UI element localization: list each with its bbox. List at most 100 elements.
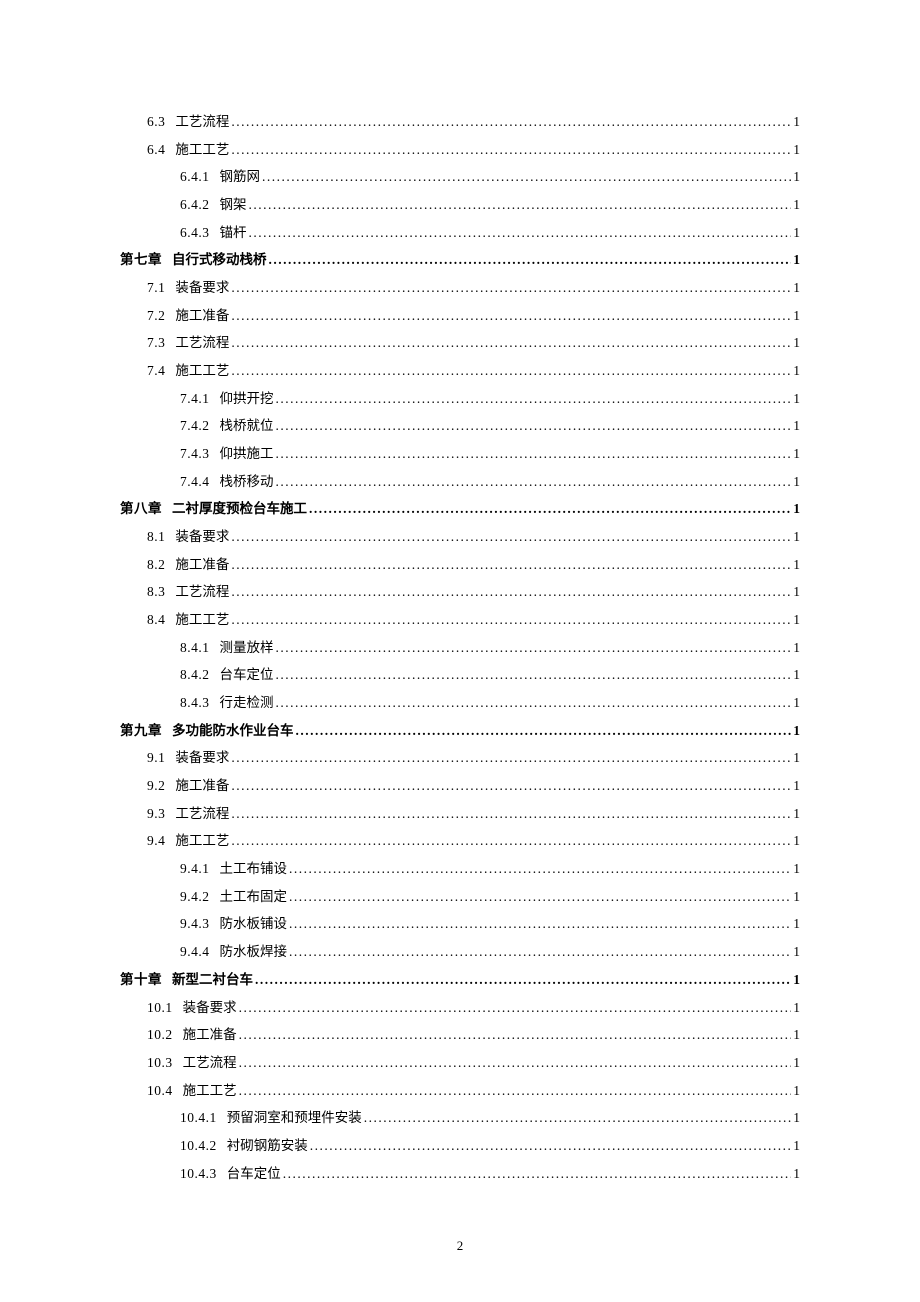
toc-entry[interactable]: 6.4.3锚杆1 bbox=[120, 219, 800, 247]
toc-entry[interactable]: 7.2 施工准备 1 bbox=[120, 302, 800, 330]
toc-entry[interactable]: 10.4施工工艺1 bbox=[120, 1077, 800, 1105]
toc-entry[interactable]: 7.4.4栈桥移动1 bbox=[120, 468, 800, 496]
toc-entry[interactable]: 9.4.4防水板焊接1 bbox=[120, 938, 800, 966]
toc-entry[interactable]: 10.1装备要求1 bbox=[120, 994, 800, 1022]
toc-entry-page: 1 bbox=[793, 772, 800, 800]
toc-entry[interactable]: 7.4.2栈桥就位1 bbox=[120, 412, 800, 440]
toc-leader-dots bbox=[239, 1077, 792, 1105]
toc-entry[interactable]: 8.2施工准备1 bbox=[120, 551, 800, 579]
toc-entry-number: 9.4.1 bbox=[180, 855, 210, 883]
toc-entry[interactable]: 8.1装备要求1 bbox=[120, 523, 800, 551]
toc-leader-dots bbox=[231, 523, 791, 551]
toc-entry[interactable]: 10.4.2衬砌钢筋安装1 bbox=[120, 1132, 800, 1160]
toc-entry-title: 工艺流程 bbox=[175, 578, 229, 606]
toc-entry-title: 栈桥就位 bbox=[220, 412, 274, 440]
toc-entry-number: 7.4.2 bbox=[180, 412, 210, 440]
toc-entry-page: 1 bbox=[793, 634, 800, 662]
toc-entry-title: 装备要求 bbox=[175, 274, 229, 302]
toc-entry[interactable]: 8.4施工工艺1 bbox=[120, 606, 800, 634]
toc-entry-title: 装备要求 bbox=[175, 744, 229, 772]
toc-entry-title: 施工准备 bbox=[175, 302, 229, 330]
toc-leader-dots bbox=[231, 274, 791, 302]
toc-entry[interactable]: 10.2施工准备1 bbox=[120, 1021, 800, 1049]
toc-leader-dots bbox=[231, 108, 791, 136]
toc-entry-number: 7.2 bbox=[147, 302, 165, 330]
toc-entry-title: 施工工艺 bbox=[175, 357, 229, 385]
toc-entry[interactable]: 第八章二衬厚度预检台车施工1 bbox=[120, 495, 800, 523]
toc-entry-title: 施工工艺 bbox=[175, 136, 229, 164]
toc-entry[interactable]: 10.4.1预留洞室和预埋件安装1 bbox=[120, 1104, 800, 1132]
toc-entry-page: 1 bbox=[793, 329, 800, 357]
toc-entry-page: 1 bbox=[793, 385, 800, 413]
toc-entry-title: 施工准备 bbox=[183, 1021, 237, 1049]
toc-entry-number: 8.4 bbox=[147, 606, 165, 634]
toc-entry[interactable]: 第九章多功能防水作业台车 1 bbox=[120, 717, 800, 745]
toc-entry[interactable]: 7.4施工工艺1 bbox=[120, 357, 800, 385]
toc-leader-dots bbox=[276, 661, 792, 689]
toc-entry[interactable]: 6.4 施工工艺 1 bbox=[120, 136, 800, 164]
toc-entry-page: 1 bbox=[793, 1160, 800, 1188]
toc-entry-page: 1 bbox=[793, 302, 800, 330]
toc-entry[interactable]: 8.4.1测量放样1 bbox=[120, 634, 800, 662]
toc-entry-number: 8.2 bbox=[147, 551, 165, 579]
toc-entry-number: 7.4.3 bbox=[180, 440, 210, 468]
toc-entry-title: 施工准备 bbox=[175, 772, 229, 800]
toc-entry-number: 10.1 bbox=[147, 994, 173, 1022]
toc-entry[interactable]: 9.4.3防水板铺设1 bbox=[120, 910, 800, 938]
toc-entry-title: 仰拱施工 bbox=[220, 440, 274, 468]
page-number: 2 bbox=[0, 1238, 920, 1254]
toc-entry[interactable]: 第七章自行式移动栈桥1 bbox=[120, 246, 800, 274]
toc-leader-dots bbox=[249, 191, 792, 219]
toc-entry-page: 1 bbox=[793, 717, 800, 745]
toc-entry-page: 1 bbox=[793, 827, 800, 855]
toc-entry[interactable]: 7.4.1仰拱开挖1 bbox=[120, 385, 800, 413]
toc-entry-title: 自行式移动栈桥 bbox=[172, 246, 267, 274]
toc-entry[interactable]: 9.4施工工艺1 bbox=[120, 827, 800, 855]
toc-entry[interactable]: 6.4.2钢架1 bbox=[120, 191, 800, 219]
toc-entry-page: 1 bbox=[793, 938, 800, 966]
toc-entry[interactable]: 10.3工艺流程1 bbox=[120, 1049, 800, 1077]
toc-entry-title: 装备要求 bbox=[175, 523, 229, 551]
toc-leader-dots bbox=[231, 329, 791, 357]
toc-entry-page: 1 bbox=[793, 136, 800, 164]
toc-entry-page: 1 bbox=[793, 606, 800, 634]
toc-entry-number: 8.1 bbox=[147, 523, 165, 551]
toc-entry[interactable]: 7.3工艺流程1 bbox=[120, 329, 800, 357]
toc-entry-number: 9.4.3 bbox=[180, 910, 210, 938]
toc-entry[interactable]: 9.2施工准备1 bbox=[120, 772, 800, 800]
toc-leader-dots bbox=[239, 1021, 792, 1049]
toc-entry[interactable]: 9.1装备要求1 bbox=[120, 744, 800, 772]
toc-entry[interactable]: 7.4.3仰拱施工1 bbox=[120, 440, 800, 468]
toc-entry-page: 1 bbox=[793, 219, 800, 247]
toc-entry-number: 9.3 bbox=[147, 800, 165, 828]
toc-entry-title: 多功能防水作业台车 bbox=[172, 717, 294, 745]
toc-entry-number: 10.4 bbox=[147, 1077, 173, 1105]
toc-entry[interactable]: 9.3工艺流程1 bbox=[120, 800, 800, 828]
toc-entry-number: 6.4 bbox=[147, 136, 165, 164]
toc-entry-number: 7.4 bbox=[147, 357, 165, 385]
toc-entry[interactable]: 6.3工艺流程1 bbox=[120, 108, 800, 136]
toc-entry-page: 1 bbox=[793, 1077, 800, 1105]
toc-entry-page: 1 bbox=[793, 274, 800, 302]
toc-entry[interactable]: 7.1装备要求1 bbox=[120, 274, 800, 302]
toc-entry[interactable]: 8.3工艺流程1 bbox=[120, 578, 800, 606]
toc-entry[interactable]: 8.4.3行走检测1 bbox=[120, 689, 800, 717]
toc-entry-number: 第九章 bbox=[120, 717, 162, 745]
toc-entry-title: 行走检测 bbox=[220, 689, 274, 717]
toc-leader-dots bbox=[276, 468, 792, 496]
toc-leader-dots bbox=[364, 1104, 792, 1132]
toc-entry[interactable]: 9.4.2土工布固定1 bbox=[120, 883, 800, 911]
toc-entry[interactable]: 9.4.1土工布铺设1 bbox=[120, 855, 800, 883]
toc-leader-dots bbox=[309, 495, 791, 523]
toc-leader-dots bbox=[276, 634, 792, 662]
toc-entry[interactable]: 8.4.2台车定位1 bbox=[120, 661, 800, 689]
toc-entry-number: 10.2 bbox=[147, 1021, 173, 1049]
toc-entry-title: 防水板焊接 bbox=[220, 938, 288, 966]
toc-entry-number: 10.4.1 bbox=[180, 1104, 217, 1132]
toc-entry[interactable]: 6.4.1钢筋网1 bbox=[120, 163, 800, 191]
toc-entry-number: 7.4.4 bbox=[180, 468, 210, 496]
toc-leader-dots bbox=[231, 827, 791, 855]
toc-entry[interactable]: 第十章新型二衬台车1 bbox=[120, 966, 800, 994]
toc-entry-title: 工艺流程 bbox=[175, 800, 229, 828]
toc-entry[interactable]: 10.4.3台车定位1 bbox=[120, 1160, 800, 1188]
